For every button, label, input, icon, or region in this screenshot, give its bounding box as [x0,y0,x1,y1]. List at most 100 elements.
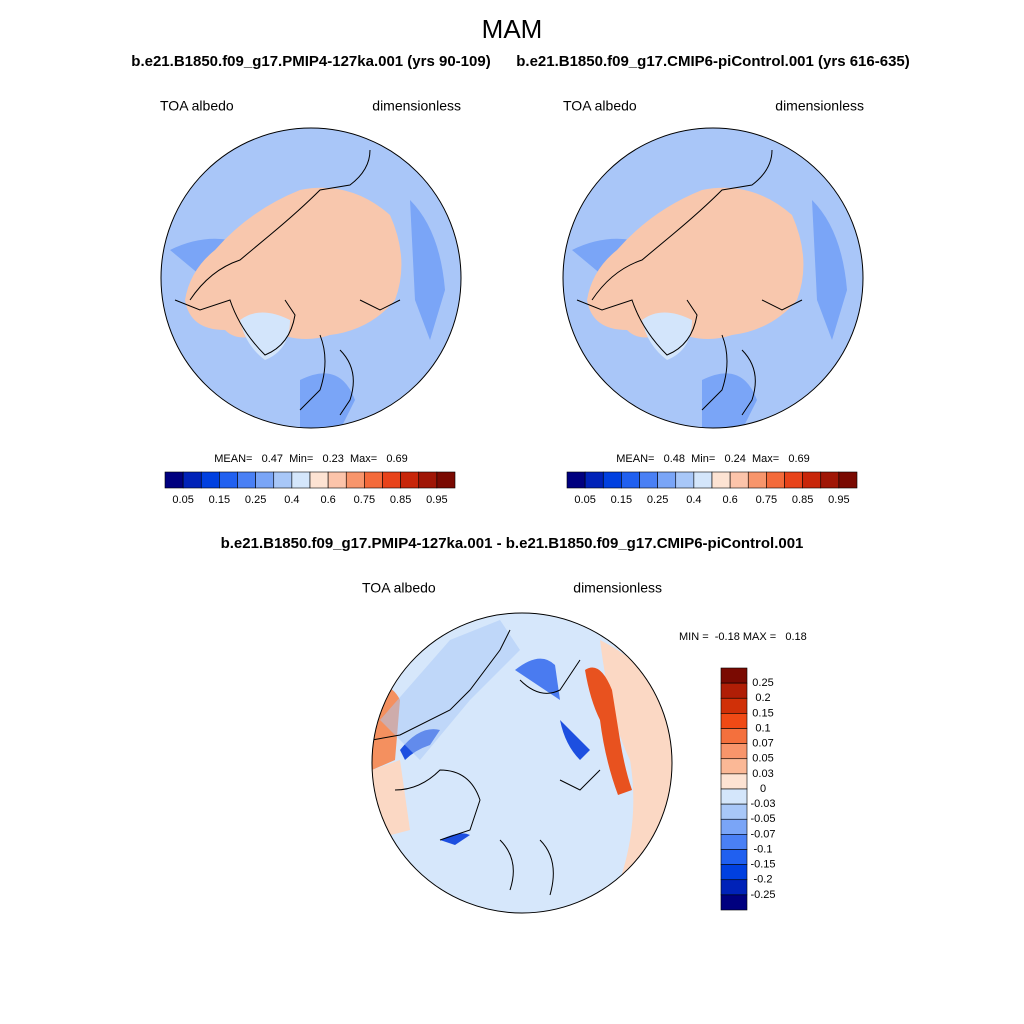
colorbar-box [720,682,748,699]
colorbar-label: 0.15 [752,707,773,719]
map-border [562,127,864,429]
colorbar-box [720,743,748,760]
colorbar-label: 0.6 [722,494,737,506]
colorbar-box [345,471,365,489]
colorbar-box [219,471,238,489]
colorbar-box [693,471,713,489]
colorbar-label: -0.07 [750,828,775,840]
colorbar-box [200,471,220,489]
colorbar-box [584,471,604,489]
colorbar-box [255,471,275,489]
colorbar-box [720,758,748,775]
panel-title: b.e21.B1850.f09_g17.CMIP6-piControl.001 … [516,53,910,70]
colorbar: 0.05 0.15 0.25 0.4 0.6 0.75 0.85 0.95 [566,471,858,506]
stats-label: MEAN= 0.48 Min= 0.24 Max= 0.69 [616,453,810,465]
colorbar-box [436,471,456,489]
colorbar-box [273,471,293,489]
colorbar-box [820,471,840,489]
colorbar-box [729,471,749,489]
colorbar-label: -0.2 [754,874,773,886]
variable-label: TOA albedo [160,98,234,114]
colorbar-box [720,713,748,729]
colorbar-label: 0.15 [209,494,230,506]
colorbar-box [720,697,748,714]
colorbar-box [720,849,748,865]
colorbar-label: 0.95 [426,494,447,506]
colorbar-box [838,471,858,489]
colorbar-box [382,471,401,489]
colorbar-box [720,728,748,744]
panel-title: b.e21.B1850.f09_g17.PMIP4-127ka.001 (yrs… [131,53,490,70]
colorbar-label: 0.05 [172,494,193,506]
colorbar-box [720,834,748,850]
colorbar-label: 0 [760,783,766,795]
colorbar-label: -0.1 [754,843,773,855]
panel-title: b.e21.B1850.f09_g17.PMIP4-127ka.001 - b.… [221,535,804,552]
colorbar-label: 0.05 [574,494,595,506]
colorbar-label: -0.05 [750,813,775,825]
colorbar-label: 0.4 [284,494,299,506]
colorbar-box [602,471,622,489]
colorbar-label: 0.85 [390,494,411,506]
colorbar-box [657,471,677,489]
colorbar-box [720,818,748,835]
colorbar-box [675,471,695,489]
colorbar-label: 0.85 [792,494,813,506]
colorbar-label: -0.25 [750,889,775,901]
colorbar: 0.05 0.15 0.25 0.4 0.6 0.75 0.85 0.95 [164,471,456,506]
polar-map [372,613,672,913]
colorbar-box [621,471,640,489]
colorbar-label: 0.25 [245,494,266,506]
colorbar-box [747,471,767,489]
colorbar-label: 0.07 [752,738,773,750]
colorbar-box [720,803,748,820]
colorbar-label: 0.05 [752,753,773,765]
colorbar-box [711,471,731,489]
colorbar-box [802,471,822,489]
map-border [160,127,462,429]
stats-label: MEAN= 0.47 Min= 0.23 Max= 0.69 [214,453,408,465]
units-label: dimensionless [372,98,461,114]
colorbar-box [164,471,184,489]
colorbar-label: 0.75 [354,494,375,506]
colorbar-label: 0.25 [647,494,668,506]
colorbar-label: -0.03 [750,798,775,810]
units-label: dimensionless [775,98,864,114]
colorbar-label: 0.15 [611,494,632,506]
colorbar-box [720,788,748,805]
colorbar-box [182,471,202,489]
colorbar: 0.25 0.2 0.15 0.1 0.07 0.05 0.03 0 -0.03 -0.05 -0.… [720,667,776,911]
colorbar-label: 0.4 [686,494,701,506]
colorbar-box [237,471,256,489]
colorbar-label: 0.25 [752,677,773,689]
colorbar-box [291,471,311,489]
colorbar-label: 0.2 [755,692,770,704]
colorbar-box [566,471,586,489]
colorbar-box [400,471,420,489]
map-border [371,612,673,914]
colorbar-box [784,471,803,489]
colorbar-label: 0.6 [320,494,335,506]
colorbar-box [766,471,785,489]
variable-label: TOA albedo [563,98,637,114]
colorbar-box [364,471,383,489]
colorbar-box [720,773,748,790]
colorbar-label: 0.1 [755,722,770,734]
variable-label: TOA albedo [362,580,436,596]
colorbar-box [720,894,748,911]
colorbar-box [418,471,438,489]
colorbar-box [309,471,329,489]
units-label: dimensionless [573,580,662,596]
stats-label: MIN = -0.18 MAX = 0.18 [679,631,807,643]
colorbar-box [720,667,748,684]
polar-map [563,128,863,428]
colorbar-box [639,471,658,489]
colorbar-box [327,471,347,489]
colorbar-box [720,864,748,881]
colorbar-label: 0.95 [828,494,849,506]
colorbar-label: -0.15 [750,859,775,871]
colorbar-label: 0.75 [756,494,777,506]
colorbar-label: 0.03 [752,768,773,780]
colorbar-box [720,879,748,896]
